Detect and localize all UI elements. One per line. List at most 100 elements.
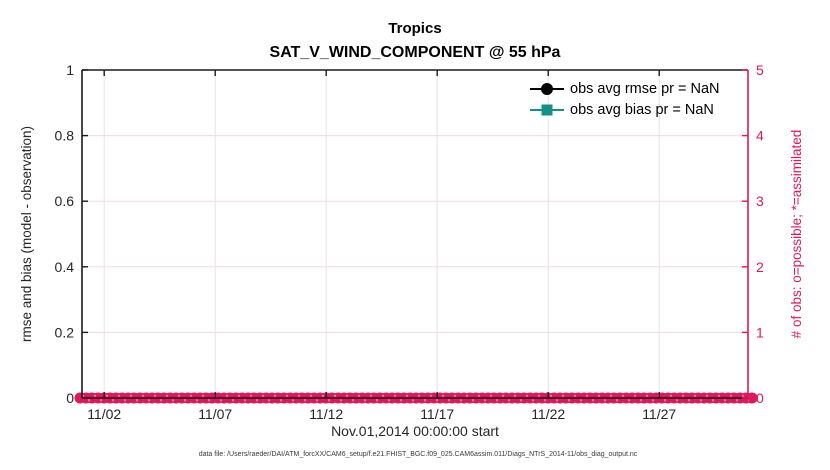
obs-count-marker-speckle: [687, 399, 691, 402]
obs-count-marker-speckle: [315, 399, 319, 402]
obs-count-marker-speckle: [537, 394, 541, 397]
obs-count-marker-speckle: [423, 399, 427, 402]
obs-count-marker-speckle: [717, 394, 721, 397]
obs-count-marker-speckle: [141, 394, 145, 397]
obs-count-marker-speckle: [111, 399, 115, 402]
obs-count-marker-speckle: [549, 394, 553, 397]
obs-count-marker-speckle: [225, 394, 229, 397]
x-tick-label: 11/07: [198, 406, 232, 422]
obs-count-marker-speckle: [177, 394, 181, 397]
legend-item-rmse: obs avg rmse pr = NaN: [530, 81, 720, 97]
obs-count-marker-speckle: [501, 394, 505, 397]
obs-count-marker-speckle: [513, 394, 517, 397]
obs-count-marker-speckle: [585, 394, 589, 397]
obs-count-marker-speckle: [663, 399, 667, 402]
y-right-tick-label: 5: [756, 62, 764, 78]
obs-count-marker-speckle: [321, 394, 325, 397]
obs-count-marker-speckle: [447, 399, 451, 402]
obs-count-marker-speckle: [387, 399, 391, 402]
obs-count-marker-speckle: [159, 399, 163, 402]
obs-count-marker-speckle: [489, 394, 493, 397]
obs-count-marker-speckle: [333, 394, 337, 397]
obs-count-marker-speckle: [237, 394, 241, 397]
obs-count-marker-speckle: [567, 399, 571, 402]
obs-count-marker-speckle: [579, 399, 583, 402]
legend-marker-circle-icon: [541, 83, 553, 95]
x-tick-label: 11/02: [87, 406, 121, 422]
obs-count-marker-speckle: [645, 394, 649, 397]
obs-count-marker-speckle: [291, 399, 295, 402]
x-tick-label: 11/12: [309, 406, 343, 422]
obs-count-marker-speckle: [615, 399, 619, 402]
x-tick-label: 11/27: [642, 406, 676, 422]
obs-count-marker-speckle: [453, 394, 457, 397]
obs-count-marker-speckle: [165, 394, 169, 397]
obs-count-marker-speckle: [381, 394, 385, 397]
obs-count-marker-speckle: [249, 394, 253, 397]
y-left-tick-label: 0.6: [55, 193, 75, 209]
obs-count-marker-speckle: [693, 394, 697, 397]
obs-count-marker-speckle: [441, 394, 445, 397]
obs-count-marker-speckle: [399, 399, 403, 402]
obs-count-marker-speckle: [189, 394, 193, 397]
y-left-tick-label: 1: [66, 62, 74, 78]
legend-label-bias: obs avg bias pr = NaN: [570, 102, 714, 118]
obs-count-marker-speckle: [147, 399, 151, 402]
obs-count-marker-speckle: [393, 394, 397, 397]
obs-count-marker-speckle: [435, 399, 439, 402]
obs-count-marker-speckle: [405, 394, 409, 397]
obs-count-marker-speckle: [243, 399, 247, 402]
obs-count-marker-speckle: [219, 399, 223, 402]
obs-count-marker-speckle: [411, 399, 415, 402]
obs-count-marker-speckle: [273, 394, 277, 397]
obs-count-marker-speckle: [519, 399, 523, 402]
obs-count-marker-speckle: [729, 394, 733, 397]
obs-count-marker-speckle: [327, 399, 331, 402]
x-axis-label: Nov.01,2014 00:00:00 start: [331, 423, 499, 439]
obs-count-marker-speckle: [207, 399, 211, 402]
y-left-tick-label: 0.4: [55, 259, 75, 275]
obs-count-marker-speckle: [195, 399, 199, 402]
legend-item-bias: obs avg bias pr = NaN: [530, 102, 714, 118]
y-right-tick-label: 3: [756, 193, 764, 209]
y-right-tick-label: 4: [756, 128, 764, 144]
obs-count-marker-speckle: [255, 399, 259, 402]
obs-count-marker-speckle: [627, 399, 631, 402]
axes-layer: [81, 69, 749, 399]
obs-count-marker-speckle: [459, 399, 463, 402]
obs-count-marker-speckle: [483, 399, 487, 402]
plot-title: Tropics: [388, 20, 441, 37]
obs-count-marker-speckle: [639, 399, 643, 402]
obs-count-marker-speckle: [357, 394, 361, 397]
x-tick-label: 11/22: [531, 406, 565, 422]
obs-count-marker-speckle: [153, 394, 157, 397]
obs-count-marker-speckle: [87, 399, 91, 402]
obs-count-marker-speckle: [621, 394, 625, 397]
y-left-tick-label: 0.2: [55, 324, 75, 340]
obs-count-marker-speckle: [309, 394, 313, 397]
obs-count-marker-speckle: [711, 399, 715, 402]
obs-count-marker-speckle: [555, 399, 559, 402]
obs-count-marker-speckle: [297, 394, 301, 397]
y-left-tick-label: 0.8: [55, 128, 75, 144]
obs-count-marker-speckle: [417, 394, 421, 397]
obs-count-marker-speckle: [339, 399, 343, 402]
obs-count-marker-speckle: [465, 394, 469, 397]
y-right-tick-label: 1: [756, 324, 764, 340]
tick-label-layer: 11/02 11/07 11/12 11/17 11/22 11/27 0 0.2 0.4 0.6…: [55, 62, 764, 422]
obs-count-marker-speckle: [123, 399, 127, 402]
obs-count-marker-speckle: [231, 399, 235, 402]
y-right-tick-label: 0: [756, 390, 764, 406]
data-file-caption: data file: /Users/raeder/DAI/ATM_forcXX/…: [199, 451, 638, 458]
obs-count-marker-speckle: [201, 394, 205, 397]
obs-count-marker-speckle: [261, 394, 265, 397]
obs-count-marker-speckle: [561, 394, 565, 397]
obs-count-marker-speckle: [669, 394, 673, 397]
y-right-tick-label: 2: [756, 259, 764, 275]
obs-count-marker-speckle: [117, 394, 121, 397]
left-axis-label: rmse and bias (model - observation): [19, 126, 34, 342]
obs-count-marker-speckle: [609, 394, 613, 397]
right-axis-label: # of obs: o=possible; *=assimilated: [789, 130, 804, 339]
legend: obs avg rmse pr = NaN obs avg bias pr = …: [530, 81, 720, 118]
